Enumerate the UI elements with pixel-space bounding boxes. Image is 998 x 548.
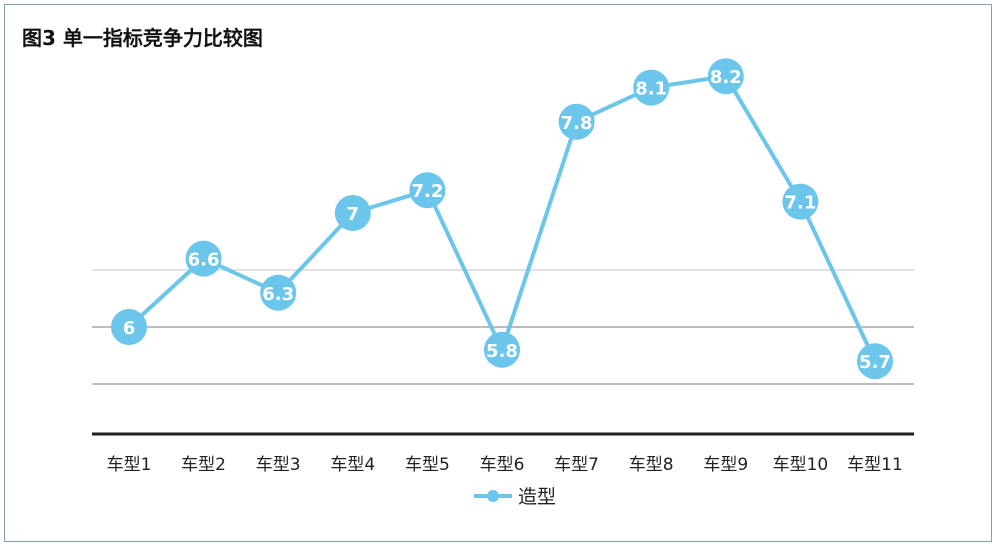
data-label: 5.8 (486, 341, 518, 362)
chart-frame (4, 4, 992, 542)
data-label: 7.2 (411, 181, 443, 202)
data-label: 6.6 (188, 250, 220, 271)
category-labels: 车型1 车型2 车型3 车型4 车型5 车型6 车型7 车型8 车型9 车型10 车型11 (107, 455, 903, 475)
category-label: 车型9 (703, 455, 748, 475)
data-label: 8.2 (710, 67, 742, 88)
category-label: 车型11 (847, 455, 903, 475)
data-label: 6.3 (262, 284, 294, 305)
series-layer: 6 6.6 6.3 7 7.2 5.8 7.8 8.1 8.2 7.1 5.7 (111, 58, 893, 380)
category-label: 车型8 (629, 455, 674, 475)
data-point (409, 172, 446, 209)
category-label: 车型1 (107, 455, 152, 475)
legend-label: 造型 (518, 486, 556, 508)
data-label: 7 (347, 204, 360, 225)
category-label: 车型10 (773, 455, 829, 475)
data-label: 7.1 (784, 193, 816, 214)
data-label: 8.1 (635, 79, 667, 100)
category-label: 车型2 (181, 455, 226, 475)
legend: 造型 (474, 486, 556, 508)
data-label: 6 (123, 318, 136, 339)
category-label: 车型4 (330, 455, 375, 475)
data-point (782, 183, 819, 220)
data-label: 7.8 (561, 113, 593, 134)
data-point (707, 58, 744, 95)
data-point (111, 309, 147, 345)
chart-title: 图3 单一指标竞争力比较图 (22, 26, 263, 50)
data-point (484, 331, 520, 368)
data-label: 5.7 (859, 352, 891, 373)
data-point (334, 195, 371, 231)
data-point (857, 343, 893, 380)
data-point (260, 274, 297, 311)
category-label: 车型3 (256, 455, 301, 475)
category-label: 车型7 (554, 455, 599, 475)
data-point (185, 240, 222, 277)
series-line (127, 74, 877, 363)
data-point (558, 103, 595, 140)
data-point (633, 69, 670, 106)
legend-marker (487, 490, 499, 502)
category-label: 车型5 (405, 455, 450, 475)
category-label: 车型6 (480, 455, 525, 475)
